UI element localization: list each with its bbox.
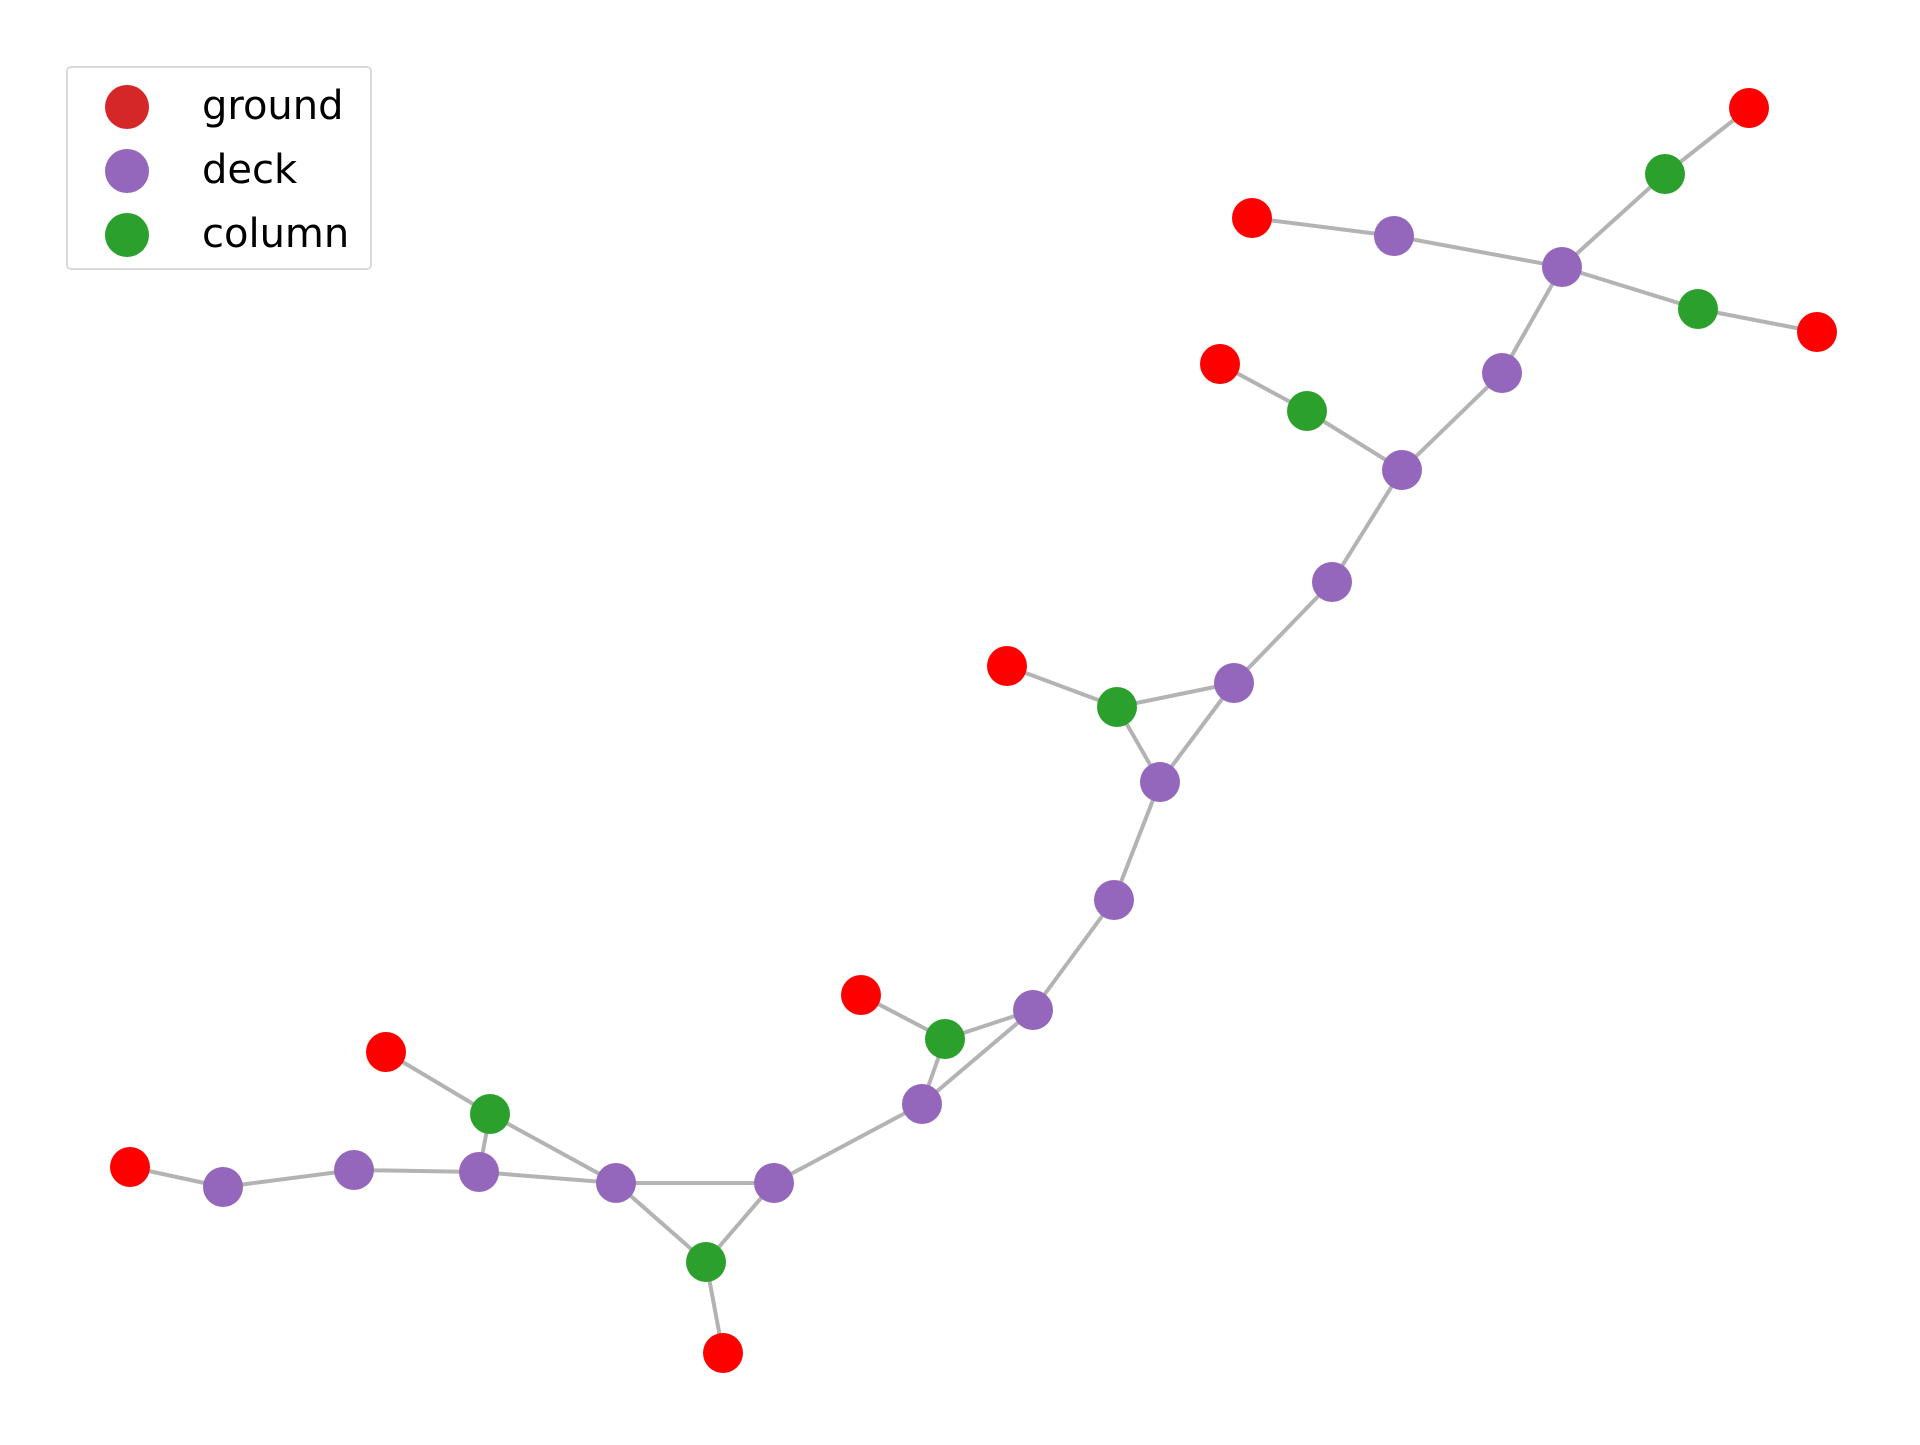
node-deck-d8 [1094, 880, 1134, 920]
legend-item-deck: deck [68, 140, 370, 200]
legend-item-ground: ground [68, 76, 370, 136]
node-deck-d14 [1542, 247, 1582, 287]
node-ground-g2 [366, 1032, 406, 1072]
node-column-c7 [1678, 289, 1718, 329]
node-deck-d4 [596, 1163, 636, 1203]
edge-d3-d4 [477, 1170, 618, 1185]
edge-d8-d9 [1112, 780, 1162, 902]
legend-label: column [202, 211, 350, 257]
node-deck-d1 [203, 1167, 243, 1207]
node-column-c4 [1097, 687, 1137, 727]
node-deck-d2 [334, 1150, 374, 1190]
edge-d11-d12 [1330, 468, 1404, 584]
edge-d13-d14 [1500, 265, 1564, 375]
edge-d1-d2 [221, 1168, 356, 1189]
node-ground-g9 [1797, 312, 1837, 352]
edge-d7-d8 [1031, 898, 1116, 1012]
node-deck-d6 [902, 1084, 942, 1124]
node-ground-g1 [110, 1147, 150, 1187]
edge-d12-d13 [1400, 371, 1504, 472]
edge-c1-d4 [488, 1112, 618, 1185]
node-column-c6 [1645, 154, 1685, 194]
node-ground-g3 [703, 1333, 743, 1373]
edge-layer [128, 106, 1819, 1355]
legend-marker-ground [105, 85, 149, 129]
legend-item-column: column [68, 204, 370, 264]
edge-c1-g2 [384, 1050, 492, 1116]
legend-marker-column [105, 213, 149, 257]
edge-d14-c7 [1560, 265, 1700, 311]
node-deck-d3 [459, 1152, 499, 1192]
edge-d15-g7 [1250, 216, 1396, 238]
node-deck-d15 [1374, 216, 1414, 256]
node-deck-d10 [1214, 663, 1254, 703]
edge-d9-d10 [1158, 681, 1236, 784]
node-column-c1 [470, 1094, 510, 1134]
node-deck-d9 [1140, 762, 1180, 802]
node-deck-d7 [1013, 990, 1053, 1030]
edge-d5-d6 [772, 1102, 924, 1185]
node-deck-d12 [1382, 450, 1422, 490]
node-deck-d11 [1312, 562, 1352, 602]
edge-d14-c6 [1560, 172, 1667, 269]
legend-label: ground [202, 83, 344, 129]
node-ground-g7 [1232, 198, 1272, 238]
edge-d10-d11 [1232, 580, 1334, 685]
edge-d6-d7 [920, 1008, 1035, 1106]
node-ground-g8 [1729, 88, 1769, 128]
node-deck-d13 [1482, 353, 1522, 393]
legend-label: deck [202, 147, 298, 193]
node-column-c3 [925, 1019, 965, 1059]
legend-marker-deck [105, 149, 149, 193]
node-ground-g6 [1200, 344, 1240, 384]
edge-d2-d3 [352, 1168, 481, 1174]
node-deck-d5 [754, 1163, 794, 1203]
node-layer [110, 88, 1837, 1373]
edge-d14-d15 [1392, 234, 1564, 269]
node-column-c5 [1287, 391, 1327, 431]
node-ground-g5 [987, 646, 1027, 686]
edge-c7-g9 [1696, 307, 1819, 334]
node-column-c2 [686, 1242, 726, 1282]
legend: ground deck column [66, 66, 372, 270]
node-ground-g4 [841, 975, 881, 1015]
